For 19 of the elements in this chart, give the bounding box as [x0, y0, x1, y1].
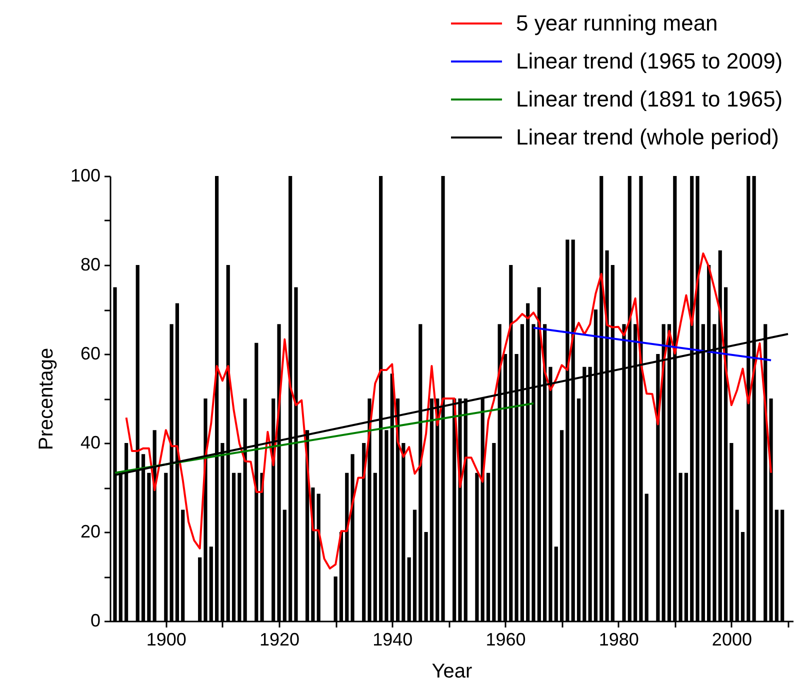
y-tick-label: 40: [80, 432, 100, 452]
legend-label: Linear trend (1965 to 2009): [516, 48, 783, 74]
x-tick-label: 1960: [486, 630, 526, 650]
legend-label: 5 year running mean: [516, 10, 718, 36]
y-axis-title: Precentage: [35, 348, 58, 450]
y-tick-label: 80: [80, 254, 100, 274]
x-tick-label: 1980: [598, 630, 639, 650]
legend-label: Linear trend (1891 to 1965): [516, 86, 783, 112]
y-tick-label: 100: [70, 166, 100, 186]
y-tick-label: 60: [80, 344, 100, 364]
x-tick-label: 1940: [372, 630, 413, 650]
legend-label: Linear trend (whole period): [516, 124, 779, 150]
line-series: [125, 252, 772, 570]
x-tick-label: 2000: [712, 630, 752, 650]
y-tick-label: 0: [90, 610, 100, 630]
y-tick-label: 20: [80, 522, 100, 542]
x-tick-label: 1900: [146, 630, 186, 650]
x-tick-label: 1920: [259, 630, 300, 650]
x-axis-title: Year: [432, 660, 473, 682]
